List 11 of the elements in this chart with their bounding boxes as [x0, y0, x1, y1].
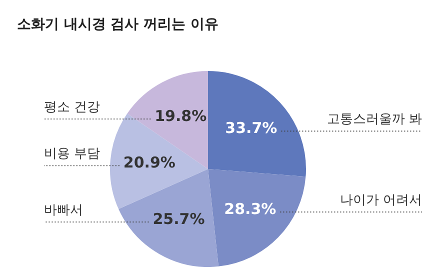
data-label: 33.7%: [225, 118, 278, 137]
slice-label: 평소 건강: [44, 100, 100, 115]
slice-label: 나이가 어려서: [340, 192, 422, 208]
chart-title: 소화기 내시경 검사 꺼리는 이유: [17, 16, 218, 33]
data-label: 25.7%: [152, 210, 205, 228]
slice-label: 바빠서: [44, 202, 83, 218]
slice-label: 비용 부담: [44, 146, 100, 162]
data-label: 19.8%: [154, 106, 207, 125]
data-label: 20.9%: [123, 154, 176, 172]
slice-label: 고통스러울까 봐: [326, 112, 422, 127]
data-label: 28.3%: [224, 200, 276, 218]
